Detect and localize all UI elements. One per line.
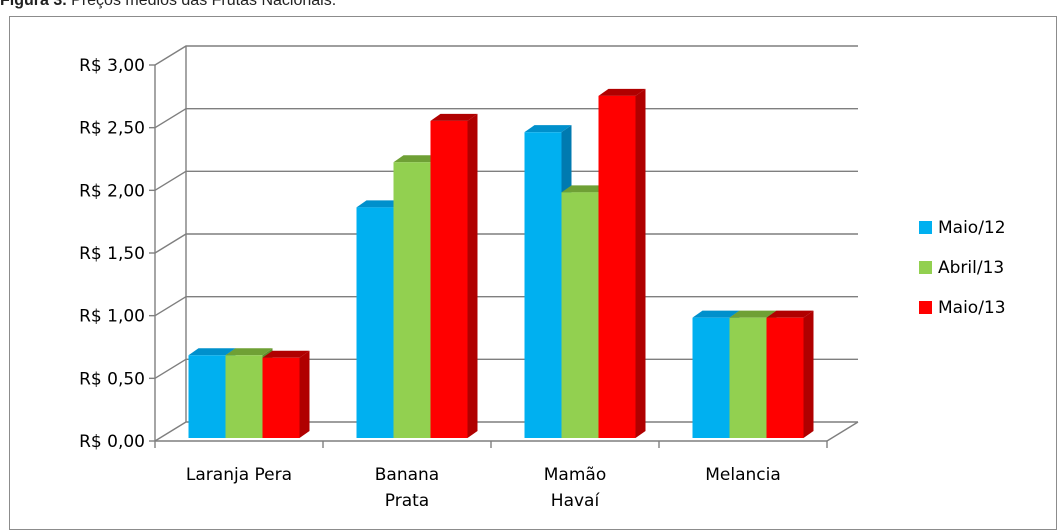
x-tick-label: Laranja Pera — [186, 465, 292, 485]
bar — [598, 95, 636, 439]
gridline — [154, 107, 858, 129]
bar-top — [524, 125, 572, 133]
bar-top — [598, 88, 646, 96]
gridline — [154, 45, 858, 66]
x-tick-label: Mamão — [544, 465, 606, 485]
bar-top — [356, 200, 404, 208]
bar — [356, 207, 394, 438]
bar-top — [692, 310, 740, 318]
bar-top — [225, 348, 273, 356]
bar-top — [430, 113, 478, 121]
legend-label: Maio/12 — [938, 218, 1006, 238]
floor-right-edge — [826, 421, 859, 442]
legend-swatch — [919, 221, 932, 234]
figure-caption-label: Figura 3. — [0, 0, 67, 9]
bar — [524, 132, 562, 438]
y-tick-label: R$ 3,00 — [79, 56, 145, 76]
gridline — [154, 170, 858, 191]
bar — [561, 192, 599, 438]
bar — [430, 120, 468, 438]
legend-swatch — [919, 261, 932, 274]
x-tick-label: Melancia — [705, 465, 781, 485]
y-tick-label: R$ 1,50 — [79, 244, 145, 264]
x-tick-label: Banana — [375, 465, 439, 485]
y-tick-label: R$ 0,50 — [79, 369, 145, 389]
x-tick-label: Prata — [385, 491, 429, 511]
bar — [393, 162, 431, 438]
bar-top — [262, 350, 310, 358]
bar-top — [188, 348, 236, 356]
bar-side — [299, 350, 310, 438]
figure-caption: Figura 3. Preços médios das Frutas Nacio… — [0, 0, 336, 10]
bar-top — [393, 155, 441, 163]
bar — [188, 355, 226, 438]
y-tick-label: R$ 1,00 — [79, 307, 145, 327]
bar — [729, 317, 767, 438]
x-tick-label: Havaí — [551, 491, 601, 511]
bar-side — [635, 88, 646, 439]
bar-top — [561, 185, 609, 193]
legend-swatch — [919, 301, 932, 314]
legend-label: Maio/13 — [938, 298, 1006, 318]
gridline — [154, 233, 858, 254]
legend-label: Abril/13 — [938, 258, 1004, 278]
bar-top — [729, 310, 777, 318]
y-tick-label: R$ 0,00 — [79, 432, 145, 452]
bar — [766, 317, 804, 438]
bar-side — [467, 113, 478, 438]
bar-side — [803, 310, 814, 438]
figure-caption-text: Preços médios das Frutas Nacionais. — [71, 0, 337, 9]
bar — [692, 317, 730, 438]
y-tick-label: R$ 2,00 — [79, 181, 145, 201]
bar — [262, 357, 300, 438]
y-tick-label: R$ 2,50 — [79, 119, 145, 139]
bar — [225, 355, 263, 438]
bar-top — [766, 310, 814, 318]
